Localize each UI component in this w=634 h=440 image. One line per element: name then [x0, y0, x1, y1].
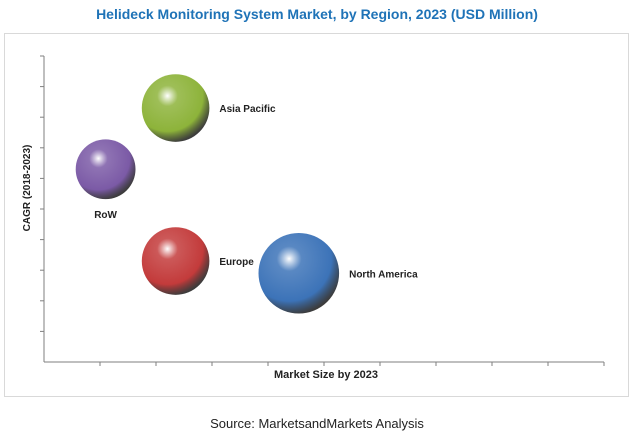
bubble-labels: Asia Pacific RoW Europe North America: [94, 104, 418, 280]
chart-title: Helideck Monitoring System Market, by Re…: [96, 6, 538, 22]
bubble-north-america: [258, 232, 340, 314]
bubble-label: Asia Pacific: [219, 104, 276, 115]
chart-frame: [4, 33, 629, 397]
bubble-label: RoW: [94, 210, 117, 221]
bubble-row: [75, 139, 136, 200]
bubble-label: North America: [349, 269, 418, 280]
bubble-label: Europe: [219, 257, 254, 268]
bubbles: [75, 74, 340, 314]
y-axis-label: CAGR (2018-2023): [22, 145, 33, 232]
source-note: Source: MarketsandMarkets Analysis: [210, 416, 424, 431]
x-axis-label: Market Size by 2023: [274, 369, 378, 381]
axes: [40, 55, 605, 366]
bubble-europe: [141, 227, 210, 295]
bubble-asia-pacific: [141, 74, 210, 142]
